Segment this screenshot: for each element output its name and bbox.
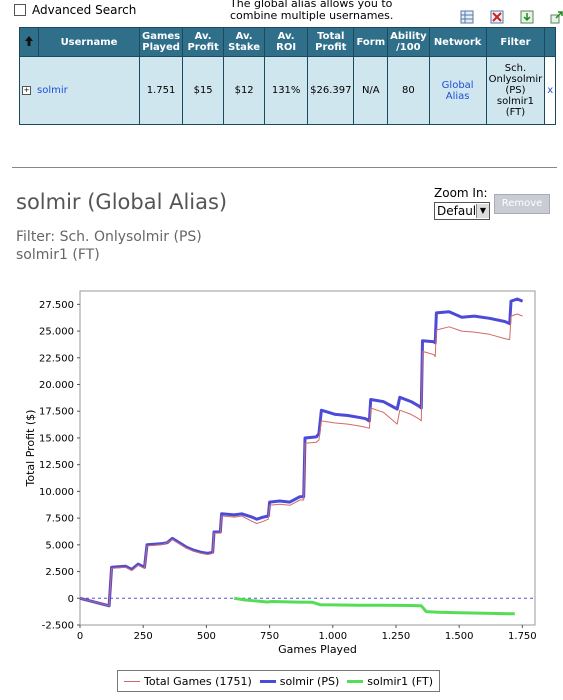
filter-line: solmir1 — [496, 96, 534, 107]
toolbar-icons — [460, 10, 563, 24]
header-total-profit[interactable]: Total Profit — [307, 27, 355, 57]
username-cell: + solmir — [19, 56, 140, 125]
legend-label: solmir (PS) — [279, 674, 340, 688]
chart-legend: Total Games (1751) solmir (PS) solmir1 (FT… — [117, 670, 441, 692]
y-tick-label: 10.000 — [39, 487, 74, 498]
table-row: + solmir 1.751 $15 $12 131% $26.397 N/A 8… — [19, 56, 557, 125]
section-divider — [12, 167, 557, 168]
header-username[interactable]: Username — [38, 27, 140, 57]
legend-swatch — [124, 680, 140, 682]
profit-chart: -2.50002.5005.0007.50010.00012.50015.000… — [24, 290, 537, 656]
x-tick-label: 0 — [77, 631, 83, 642]
filter-line: (PS) — [505, 85, 526, 96]
y-axis-label: Total Profit ($) — [24, 410, 37, 488]
table-header-row: Username Games Played Av. Profit Av. Sta… — [19, 27, 557, 57]
y-tick-label: 2.500 — [45, 567, 74, 578]
header-games-played[interactable]: Games Played — [138, 27, 184, 57]
header-ability[interactable]: Ability /100 — [387, 27, 430, 57]
filter-cell: Sch. Onlysolmir (PS) solmir1 (FT) — [485, 56, 546, 125]
legend-label: Total Games (1751) — [144, 674, 252, 688]
x-tick-label: 1.250 — [382, 631, 411, 642]
filter-line: (FT) — [505, 107, 526, 118]
legend-swatch — [347, 679, 364, 683]
username-link[interactable]: solmir — [37, 85, 68, 96]
arrow-up-icon[interactable] — [24, 35, 34, 47]
av-profit-cell: $15 — [182, 56, 225, 125]
games-played-cell: 1.751 — [138, 56, 184, 125]
series-line-0 — [79, 313, 523, 607]
y-tick-label: 7.500 — [45, 514, 74, 525]
header-spacer — [544, 27, 557, 57]
advanced-search-label: Advanced Search — [32, 3, 137, 17]
tooltip-line-1: The global alias allows you to — [230, 0, 393, 10]
legend-item: solmir1 (FT) — [347, 675, 433, 688]
network-link[interactable]: Global Alias — [428, 56, 487, 125]
y-tick-label: 17.500 — [39, 407, 74, 418]
download-icon[interactable] — [520, 10, 534, 24]
global-alias-tooltip: The global alias allows you to combine m… — [230, 0, 410, 22]
header-av-roi[interactable]: Av. ROI — [264, 27, 309, 57]
remove-button[interactable]: Remove — [494, 194, 550, 214]
header-av-profit[interactable]: Av. Profit — [182, 27, 225, 57]
zoom-selected-value: Default — [437, 204, 476, 218]
x-tick-label: 750 — [260, 631, 279, 642]
zoom-select[interactable]: Default ▼ — [434, 202, 490, 220]
av-stake-cell: $12 — [223, 56, 266, 125]
header-filter[interactable]: Filter — [485, 27, 546, 57]
grid-icon[interactable] — [460, 10, 474, 24]
filter-line: Sch. — [504, 63, 527, 74]
x-tick-label: 1.750 — [508, 631, 537, 642]
legend-label: solmir1 (FT) — [367, 674, 434, 688]
y-tick-label: -2.500 — [42, 621, 74, 632]
y-tick-label: 22.500 — [39, 353, 74, 364]
legend-item: solmir (PS) — [259, 674, 340, 688]
zoom-label: Zoom In: — [434, 186, 488, 200]
alias-filter-line-2: solmir1 (FT) — [16, 247, 100, 263]
filter-line: Onlysolmir — [488, 74, 543, 85]
expand-icon[interactable]: + — [22, 85, 31, 95]
export-icon[interactable] — [550, 10, 563, 24]
alias-filter-line-1: Filter: Sch. Onlysolmir (PS) — [16, 229, 202, 245]
series-line-2 — [233, 596, 515, 616]
y-tick-label: 20.000 — [39, 380, 74, 391]
total-profit-cell: $26.397 — [307, 56, 355, 125]
header-av-stake[interactable]: Av. Stake — [223, 27, 266, 57]
tooltip-line-2: combine multiple usernames. — [230, 9, 394, 22]
x-tick-label: 1.500 — [445, 631, 474, 642]
y-tick-label: 12.500 — [39, 460, 74, 471]
remove-row-cell: x — [544, 56, 557, 125]
y-tick-label: 5.000 — [45, 540, 74, 551]
users-table: Username Games Played Av. Profit Av. Sta… — [19, 27, 557, 125]
x-axis-label: Games Played — [278, 643, 357, 656]
plot-area — [79, 290, 536, 626]
remove-row-link[interactable]: x — [547, 85, 554, 96]
ability-cell: 80 — [387, 56, 430, 125]
y-tick-label: 25.000 — [39, 327, 74, 338]
y-tick-label: 15.000 — [39, 433, 74, 444]
header-form[interactable]: Form — [353, 27, 389, 57]
advanced-search-checkbox[interactable] — [14, 4, 26, 16]
sort-arrow-header[interactable] — [19, 27, 39, 57]
dropdown-arrow-icon[interactable]: ▼ — [476, 204, 489, 218]
form-cell: N/A — [353, 56, 389, 125]
y-tick-label: 27.500 — [39, 300, 74, 311]
header-network[interactable]: Network — [428, 27, 487, 57]
alias-filter: Filter: Sch. Onlysolmir (PS) solmir1 (FT… — [16, 228, 202, 264]
av-roi-cell: 131% — [264, 56, 309, 125]
x-tick-label: 250 — [134, 631, 153, 642]
x-tick-label: 500 — [197, 631, 216, 642]
delete-icon[interactable] — [490, 10, 504, 24]
alias-title: solmir (Global Alias) — [16, 190, 228, 214]
y-tick-label: 0 — [68, 594, 74, 605]
legend-swatch — [259, 679, 276, 683]
legend-item: Total Games (1751) — [124, 675, 252, 688]
advanced-search-toggle[interactable]: Advanced Search — [14, 3, 136, 17]
x-tick-label: 1.000 — [318, 631, 347, 642]
